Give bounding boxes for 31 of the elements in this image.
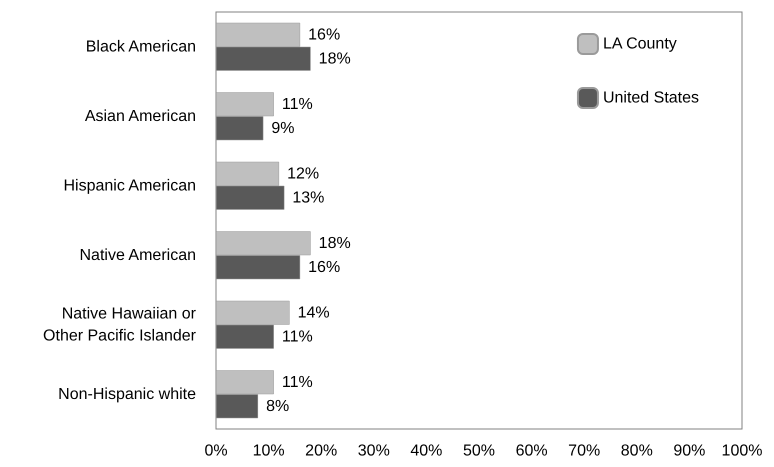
data-label: 18%: [318, 50, 351, 68]
data-label: 11%: [282, 374, 313, 391]
x-tick-label: 80%: [620, 442, 653, 460]
y-tick-label: Black American: [86, 38, 196, 56]
x-tick-label: 40%: [410, 442, 442, 460]
legend-label: LA County: [602, 36, 677, 52]
x-tick-label: 20%: [305, 442, 338, 460]
y-tick-label: Native Hawaiian or Other Pacific Islander: [43, 305, 197, 344]
data-label: 16%: [308, 26, 340, 44]
data-label: 13%: [292, 189, 324, 206]
y-tick-label: Asian American: [84, 108, 196, 125]
x-tick-label: 90%: [673, 442, 706, 460]
data-label: 16%: [308, 258, 340, 276]
x-tick-label: 70%: [568, 442, 600, 460]
x-tick-label: 50%: [462, 442, 496, 460]
data-label: 11%: [282, 328, 313, 346]
y-tick-label: Native American: [80, 246, 196, 264]
x-tick-label: 60%: [516, 442, 548, 460]
x-tick-label: 30%: [358, 442, 390, 460]
data-label: 14%: [298, 304, 330, 322]
x-tick-label: 100%: [722, 442, 762, 460]
x-tick-label: 10%: [252, 442, 285, 460]
x-tick-label: 0%: [204, 442, 228, 460]
data-label: 12%: [287, 165, 320, 182]
data-label: 11%: [282, 96, 313, 113]
data-label: 8%: [266, 398, 290, 415]
data-label: 9%: [271, 120, 294, 137]
data-label: 18%: [318, 234, 351, 252]
y-tick-label: Non-Hispanic white: [58, 386, 196, 403]
legend-label: United States: [602, 90, 700, 106]
y-tick-label: Hispanic American: [64, 177, 196, 194]
